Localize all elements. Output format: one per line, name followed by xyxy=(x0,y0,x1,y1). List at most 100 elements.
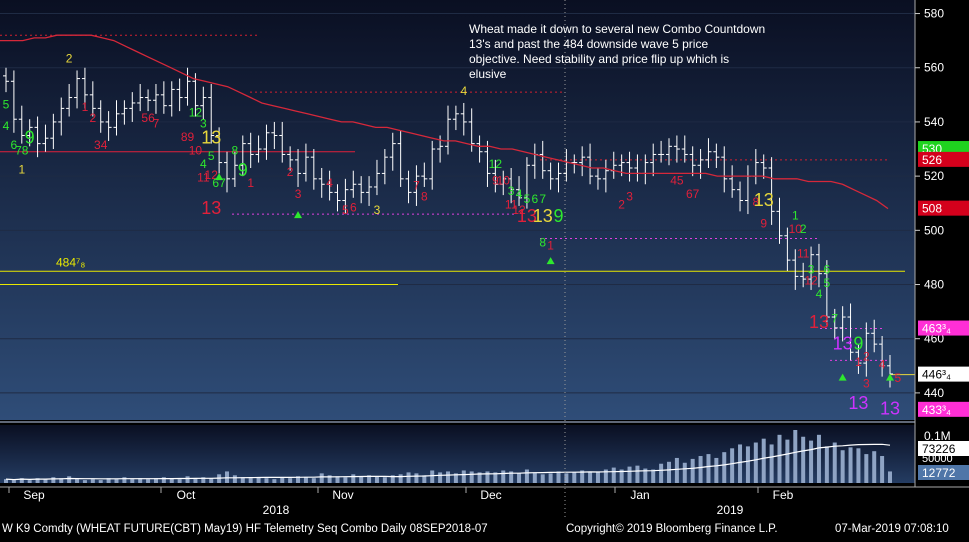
price-bar xyxy=(366,176,373,206)
price-bar xyxy=(500,170,507,196)
volume-bar xyxy=(153,478,158,483)
volume-bar xyxy=(90,479,95,483)
count-label: 9 xyxy=(553,206,563,226)
price-bar xyxy=(271,121,278,150)
price-bar xyxy=(547,162,554,190)
price-bar xyxy=(113,100,120,136)
volume-bar xyxy=(580,470,585,483)
price-bar xyxy=(658,140,665,163)
volume-bar xyxy=(272,479,277,483)
volume-bar xyxy=(461,470,466,483)
annotation-line: elusive xyxy=(469,67,507,81)
price-bar xyxy=(879,336,886,377)
axis-tick-label: 520 xyxy=(924,169,944,183)
price-bar xyxy=(721,146,728,193)
count-label: 2 xyxy=(66,51,73,65)
price-bar xyxy=(737,181,744,212)
volume-bar xyxy=(682,462,687,483)
price-bar xyxy=(176,78,183,112)
count-label: 13 xyxy=(809,312,829,332)
volume-bar xyxy=(501,470,506,483)
price-bar xyxy=(855,344,862,374)
value-tag-label: 446³₄ xyxy=(922,368,951,382)
annotation-box: Wheat made it down to several new Combo … xyxy=(469,22,765,81)
value-tag: 433³₄ xyxy=(918,401,969,417)
count-label: 3 xyxy=(808,263,815,277)
count-label: 12 xyxy=(189,106,203,120)
level-484-label: 484⁷₈ xyxy=(56,255,85,269)
volume-bar xyxy=(67,476,72,483)
count-label: 12 xyxy=(489,157,503,171)
volume-bar xyxy=(177,479,182,483)
value-tag-bg xyxy=(918,401,969,417)
price-bar xyxy=(792,249,799,290)
count-label: 6 xyxy=(350,200,357,214)
annotation-line: objective. Need stability and price flip… xyxy=(469,52,729,66)
price-bar xyxy=(460,102,467,136)
price-bar xyxy=(429,140,436,190)
value-tag-bg xyxy=(918,366,969,382)
volume-bar xyxy=(35,478,40,483)
volume-bar xyxy=(588,472,593,483)
price-bar xyxy=(381,149,388,185)
value-tag: 526 xyxy=(918,151,969,167)
price-bar xyxy=(626,151,633,182)
price-bar xyxy=(295,149,302,187)
volume-bar xyxy=(745,446,750,483)
volume-bar xyxy=(785,439,790,483)
volume-bar xyxy=(288,478,293,483)
count-label: 4 xyxy=(326,176,333,190)
volume-tag-bg xyxy=(918,441,969,456)
value-tag-bg xyxy=(918,200,969,216)
volume-bar xyxy=(51,477,56,483)
price-bar xyxy=(768,157,775,225)
value-tag: 463³₄ xyxy=(918,320,969,336)
count-label: 10 xyxy=(789,222,803,236)
count-label: 13 xyxy=(517,206,537,226)
count-label: 13 xyxy=(201,128,221,148)
volume-bar xyxy=(106,478,111,483)
volume-bar xyxy=(146,479,151,483)
count-label: 1 xyxy=(18,162,25,176)
price-bar xyxy=(602,159,609,193)
axis-tick-label: 540 xyxy=(924,115,944,129)
volume-bar xyxy=(761,438,766,483)
price-bar xyxy=(760,154,767,179)
month-label: Dec xyxy=(480,488,501,502)
count-label: 12 xyxy=(205,168,219,182)
price-bar xyxy=(508,168,515,204)
volume-bar xyxy=(532,472,537,483)
count-label: 6 xyxy=(531,192,538,206)
price-bar xyxy=(358,176,365,204)
count-label: 5 xyxy=(895,371,902,385)
count-label: 89 xyxy=(181,130,195,144)
price-bar xyxy=(3,67,9,93)
price-bar xyxy=(350,170,357,198)
price-bar xyxy=(66,84,73,117)
price-bar xyxy=(192,73,199,117)
count-label: 5 xyxy=(824,276,831,290)
volume-bar xyxy=(240,477,245,483)
price-bar xyxy=(208,84,215,144)
volume-bar xyxy=(256,477,261,483)
price-bar xyxy=(97,100,104,133)
volume-bar xyxy=(769,444,774,483)
price-bar xyxy=(342,178,349,215)
annotation-line: Wheat made it down to several new Combo … xyxy=(469,22,765,36)
count-label: 4 xyxy=(460,84,467,98)
volume-bar xyxy=(414,473,419,483)
price-bar xyxy=(326,170,333,201)
count-label: 8 xyxy=(232,143,239,157)
volume-bar xyxy=(659,463,664,483)
volume-axis-label: 0.1M xyxy=(924,429,951,443)
volume-bar xyxy=(27,480,32,483)
volume-bar xyxy=(635,465,640,483)
volume-bar xyxy=(801,436,806,483)
volume-bar xyxy=(296,476,301,483)
volume-bar xyxy=(201,477,206,483)
price-bar xyxy=(539,140,546,179)
price-bar xyxy=(216,127,223,174)
count-label: 12 xyxy=(804,274,818,288)
